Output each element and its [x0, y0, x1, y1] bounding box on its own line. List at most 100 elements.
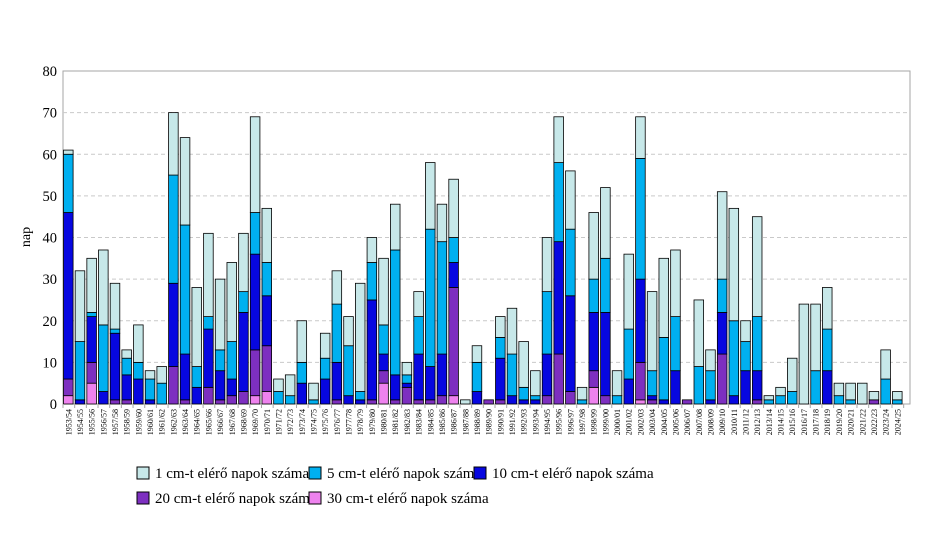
- bar-group-1958-59: [121, 349, 132, 405]
- bar-segment-1cm: [354, 282, 366, 392]
- bar-segment-5cm: [518, 386, 529, 401]
- bar-segment-20cm: [86, 361, 97, 384]
- y-tick-labels: 0 10 20 30 40 50 60 70 80: [43, 64, 58, 413]
- bar-group-1987-88: [460, 399, 471, 405]
- bar-group-1997-98: [576, 386, 588, 405]
- x-tick-label: 1971/72: [274, 409, 283, 435]
- bar-segment-10cm: [226, 378, 237, 397]
- x-tick-labels: 1953/54 1954/55 1955/56 1956/57 1957/58 1958/…: [64, 409, 902, 435]
- x-tick-label: 1973/74: [298, 409, 307, 435]
- bar-segment-5cm: [98, 324, 109, 392]
- x-tick-label: 2016/17: [800, 409, 809, 435]
- bar-segment-5cm: [541, 291, 553, 355]
- x-tick-label: 1999/00: [601, 409, 610, 435]
- bar-group-1990-91: [495, 316, 506, 405]
- bar-segment-5cm: [121, 357, 132, 376]
- bar-segment-10cm: [179, 353, 191, 401]
- bar-segment-10cm: [343, 395, 354, 405]
- bar-segment-5cm: [658, 336, 669, 401]
- bar-segment-20cm: [168, 366, 179, 405]
- legend-label: 5 cm-t elérő napok száma: [327, 466, 481, 482]
- bar-group-2020-21: [845, 382, 856, 405]
- bar-segment-5cm: [740, 341, 751, 372]
- bar-segment-20cm: [565, 391, 576, 405]
- bar-segment-10cm: [728, 395, 740, 405]
- bar-segment-10cm: [203, 328, 214, 388]
- bar-segment-1cm: [86, 257, 97, 313]
- y-tick-label: 0: [50, 397, 57, 413]
- bar-segment-5cm: [261, 262, 272, 297]
- bar-group-1986-87: [448, 178, 459, 405]
- bar-segment-10cm: [354, 399, 366, 405]
- x-tick-label: 1978/79: [356, 409, 365, 435]
- bar-segment-10cm: [378, 353, 389, 372]
- x-tick-label: 1955/56: [88, 409, 97, 435]
- bar-segment-1cm: [121, 349, 132, 359]
- bar-group-2016-17: [798, 303, 810, 405]
- bar-segment-1cm: [518, 341, 529, 388]
- bar-group-2012-13: [751, 216, 763, 405]
- bar-segment-20cm: [366, 399, 378, 405]
- bar-segment-5cm: [133, 361, 144, 380]
- bar-segment-5cm: [144, 378, 156, 401]
- bar-segment-5cm: [506, 353, 518, 397]
- bar-segment-1cm: [156, 366, 167, 384]
- bar-group-1967-68: [226, 262, 237, 405]
- bar-segment-1cm: [495, 316, 506, 338]
- bar-segment-20cm: [541, 395, 553, 405]
- bar-segment-5cm: [892, 399, 903, 405]
- x-tick-label: 2015/16: [788, 409, 797, 435]
- bar-segment-30cm: [63, 395, 74, 405]
- bar-segment-1cm: [460, 399, 471, 405]
- bar-segment-10cm: [168, 282, 179, 367]
- bar-segment-10cm: [635, 278, 646, 363]
- bar-segment-5cm: [390, 249, 401, 376]
- bar-segment-10cm: [144, 399, 156, 405]
- x-tick-label: 1959/60: [134, 409, 143, 435]
- legend-swatch: [308, 491, 322, 505]
- bar-segment-10cm: [413, 353, 424, 401]
- bar-segment-10cm: [553, 241, 564, 355]
- x-tick-label: 2021/22: [858, 409, 867, 435]
- x-tick-label: 1991/92: [508, 409, 517, 435]
- bar-group-2010-11: [728, 207, 740, 405]
- bar-group-1994-95: [541, 237, 553, 405]
- x-tick-label: 1985/86: [438, 409, 447, 435]
- bar-segment-5cm: [413, 316, 424, 355]
- bar-segment-5cm: [810, 370, 821, 405]
- x-tick-label: 2008/09: [706, 409, 715, 435]
- bar-segment-5cm: [86, 312, 97, 317]
- x-tick-label: 1957/58: [111, 409, 120, 435]
- bar-segment-20cm: [331, 399, 343, 405]
- bar-group-1964-65: [191, 287, 202, 405]
- bar-segment-1cm: [740, 320, 751, 342]
- bar-segment-10cm: [319, 378, 331, 405]
- bar-segment-10cm: [716, 312, 728, 355]
- bar-segment-1cm: [751, 216, 763, 317]
- bar-segment-5cm: [191, 366, 202, 388]
- bar-segment-20cm: [378, 370, 389, 384]
- bar-segment-5cm: [238, 291, 249, 313]
- bar-segment-20cm: [413, 399, 424, 405]
- x-tick-label: 2017/18: [812, 409, 821, 435]
- bar-segment-30cm: [588, 386, 599, 405]
- bar-segment-20cm: [179, 399, 191, 405]
- bar-segment-10cm: [530, 399, 541, 405]
- bar-segment-5cm: [588, 278, 599, 313]
- bar-segment-10cm: [121, 374, 132, 401]
- bar-group-1962-63: [168, 112, 179, 405]
- x-tick-label: 2022/23: [870, 409, 879, 435]
- bar-group-2004-05: [658, 257, 669, 405]
- bar-segment-5cm: [179, 224, 191, 355]
- bar-segment-10cm: [670, 370, 681, 405]
- bar-group-1985-86: [436, 203, 448, 405]
- x-tick-label: 2005/06: [671, 409, 680, 435]
- x-tick-label: 1989/90: [485, 409, 494, 435]
- x-tick-label: 2006/07: [683, 409, 692, 435]
- bar-segment-10cm: [448, 262, 459, 288]
- bar-segment-1cm: [191, 287, 202, 367]
- x-tick-label: 1993/94: [531, 409, 540, 435]
- bar-segment-20cm: [63, 378, 74, 397]
- bar-segment-10cm: [518, 399, 529, 405]
